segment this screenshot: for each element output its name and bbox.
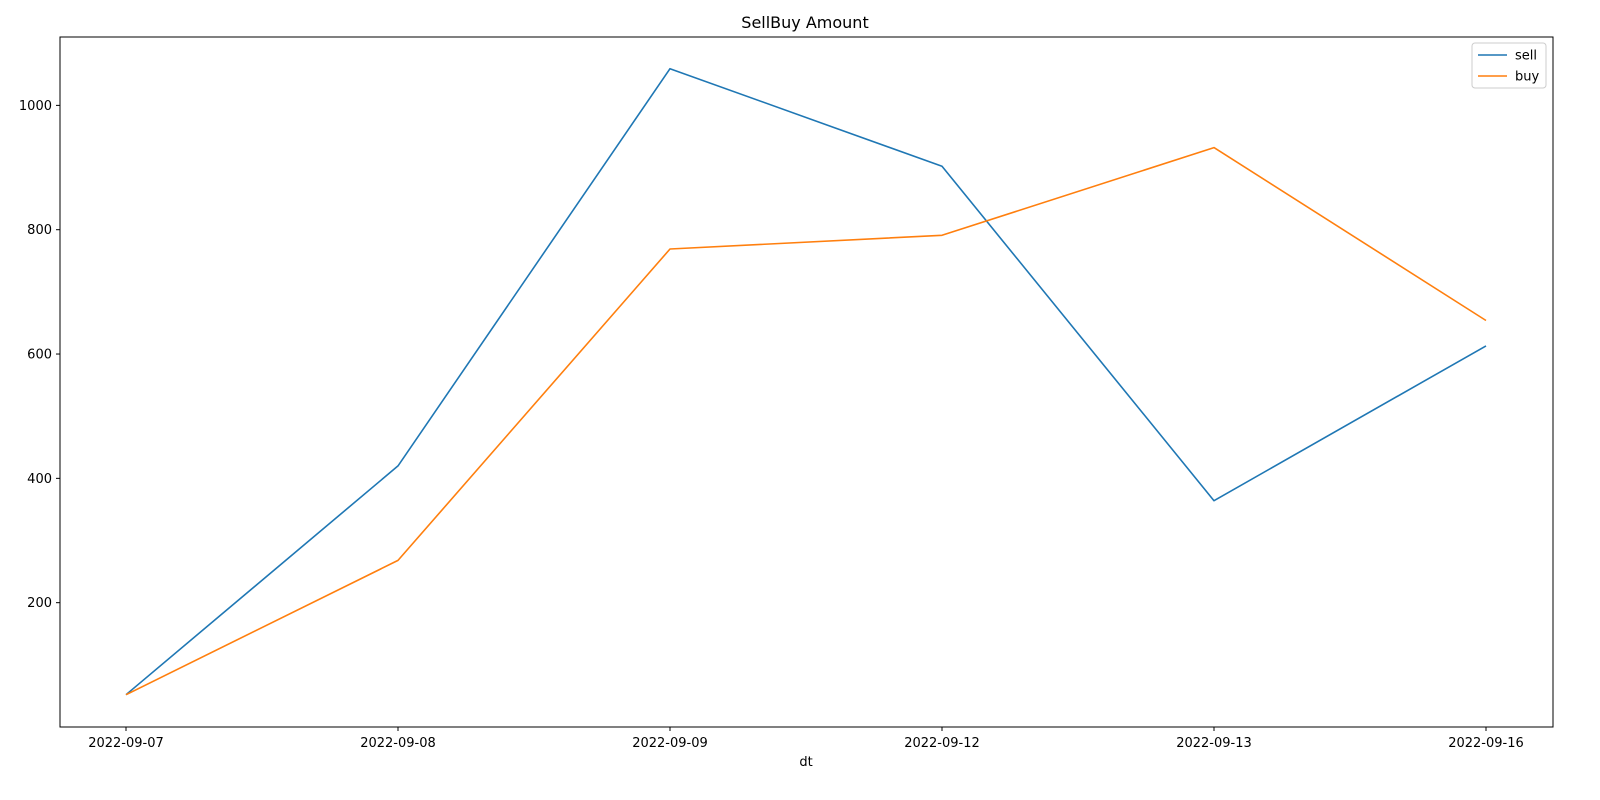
series-line-buy [125, 146, 1487, 696]
x-tick-label: 2022-09-07 [88, 736, 164, 751]
x-tick-label: 2022-09-08 [360, 736, 436, 751]
y-tick-label: 800 [27, 223, 52, 238]
y-tick-label: 400 [27, 472, 52, 487]
x-axis-label: dt [799, 755, 812, 770]
legend: sell buy [1471, 42, 1547, 89]
legend-label-buy: buy [1515, 70, 1539, 85]
y-tick-label: 200 [27, 596, 52, 611]
legend-label-sell: sell [1515, 49, 1537, 64]
x-tick-label: 2022-09-16 [1448, 736, 1524, 751]
x-axis: 2022-09-07 2022-09-08 2022-09-09 2022-09-12… [88, 727, 1524, 751]
y-axis: 200 400 600 800 1000 [19, 99, 60, 611]
x-tick-label: 2022-09-13 [1176, 736, 1252, 751]
series-line-sell [125, 67, 1487, 696]
chart-title: SellBuy Amount [741, 13, 868, 32]
x-tick-label: 2022-09-12 [904, 736, 980, 751]
y-tick-label: 600 [27, 348, 52, 363]
x-tick-label: 2022-09-09 [632, 736, 708, 751]
y-tick-label: 1000 [19, 99, 52, 114]
plot-area [59, 36, 1554, 728]
series-lines [125, 67, 1487, 696]
